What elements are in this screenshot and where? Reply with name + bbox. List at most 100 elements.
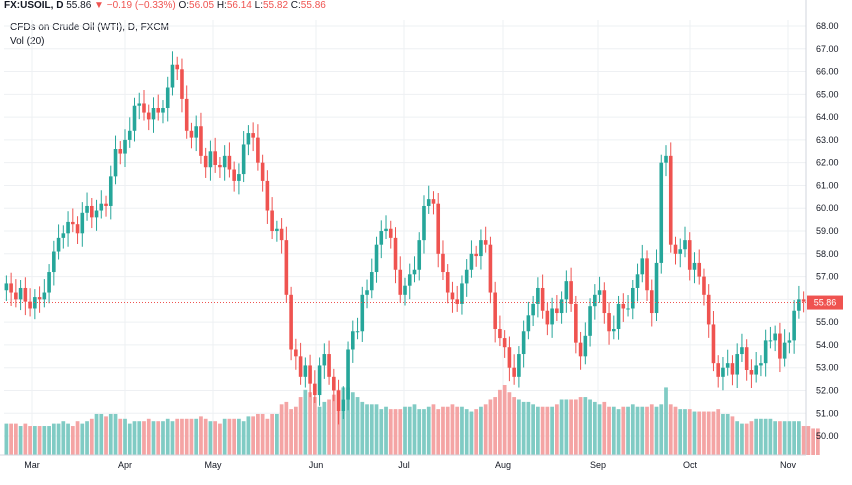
candle bbox=[588, 298, 592, 347]
volume-bar bbox=[445, 406, 450, 455]
volume-bar bbox=[99, 413, 104, 455]
candle bbox=[654, 249, 659, 322]
volume-bar bbox=[455, 406, 460, 455]
candle bbox=[668, 142, 673, 253]
price-candles bbox=[4, 51, 806, 425]
candle bbox=[526, 301, 531, 340]
volume-bar bbox=[241, 421, 246, 455]
x-tick-label: Sep bbox=[590, 460, 606, 470]
candle bbox=[289, 286, 293, 361]
candle bbox=[374, 236, 379, 283]
volume-bar bbox=[289, 409, 293, 455]
candle bbox=[118, 141, 123, 165]
candle bbox=[146, 104, 151, 131]
instrument-title[interactable]: CFDs on Crude Oil (WTI), D, FXCM bbox=[10, 22, 169, 33]
candle bbox=[692, 252, 697, 284]
candle bbox=[763, 329, 768, 377]
candle bbox=[369, 258, 374, 299]
volume-bar bbox=[56, 423, 61, 455]
y-tick-label: 61.00 bbox=[816, 180, 839, 190]
candle bbox=[578, 331, 583, 370]
candle bbox=[436, 192, 441, 268]
candle bbox=[521, 320, 526, 368]
candle bbox=[28, 288, 32, 317]
volume-bar bbox=[592, 401, 597, 455]
volume-bar bbox=[23, 423, 28, 455]
candle bbox=[123, 129, 127, 168]
y-tick-label: 51.00 bbox=[816, 408, 839, 418]
volume-bar bbox=[341, 387, 346, 455]
candle bbox=[730, 355, 735, 386]
candle bbox=[94, 199, 99, 231]
volume-bar bbox=[611, 406, 616, 455]
volume-bar bbox=[588, 399, 592, 455]
volume-bar bbox=[754, 418, 759, 455]
candle bbox=[645, 250, 649, 301]
candle bbox=[184, 85, 189, 139]
x-tick-label: Oct bbox=[683, 460, 698, 470]
volume-bar bbox=[797, 421, 801, 455]
volume-bar bbox=[436, 409, 441, 455]
candle bbox=[161, 100, 165, 124]
candle bbox=[531, 295, 535, 327]
candle bbox=[735, 343, 739, 388]
candle bbox=[75, 216, 80, 245]
volume-bar bbox=[28, 426, 32, 455]
axes: 68.00 67.00 66.00 65.00 64.00 63.00 62.00 61.00… bbox=[0, 0, 843, 470]
volume-bar bbox=[559, 399, 564, 455]
candle bbox=[384, 215, 388, 239]
volume-bar bbox=[659, 404, 664, 455]
candle bbox=[621, 293, 626, 322]
volume-bar bbox=[51, 423, 56, 455]
candle bbox=[170, 51, 175, 96]
volume-bar bbox=[649, 404, 654, 455]
volume-bar bbox=[554, 404, 559, 455]
candle bbox=[683, 226, 687, 258]
volume-bar bbox=[744, 423, 749, 455]
y-tick-label: 65.00 bbox=[816, 89, 839, 99]
volume-bar bbox=[706, 411, 711, 455]
candle bbox=[265, 170, 270, 224]
volume-bar bbox=[279, 404, 284, 455]
candle bbox=[787, 332, 792, 354]
volume-bar bbox=[393, 409, 398, 455]
volume-bar bbox=[365, 404, 369, 455]
symbol-name[interactable]: FX:USOIL, D bbox=[4, 0, 64, 11]
volume-bar bbox=[213, 421, 218, 455]
volume-indicator-label[interactable]: Vol (20) bbox=[10, 36, 45, 47]
volume-bar bbox=[692, 411, 697, 455]
candle bbox=[275, 220, 279, 242]
candle bbox=[412, 256, 417, 283]
candle bbox=[80, 202, 85, 247]
candle bbox=[346, 341, 350, 411]
x-tick-label: Jul bbox=[398, 460, 410, 470]
candle bbox=[260, 154, 265, 192]
candle bbox=[151, 97, 156, 133]
volume-bar bbox=[479, 406, 483, 455]
candle bbox=[754, 351, 758, 383]
candle bbox=[597, 276, 602, 303]
candle bbox=[308, 354, 312, 398]
volume-bar bbox=[488, 399, 493, 455]
candle bbox=[47, 264, 51, 304]
candle bbox=[612, 315, 616, 340]
candle bbox=[801, 291, 806, 313]
high-label: H: bbox=[216, 0, 227, 11]
candle bbox=[175, 56, 180, 80]
y-tick-label: 50.00 bbox=[816, 431, 839, 441]
candle bbox=[464, 259, 469, 297]
volume-bar bbox=[493, 397, 498, 455]
candle bbox=[630, 280, 635, 320]
volume-bar bbox=[626, 406, 630, 455]
y-tick-label: 67.00 bbox=[816, 44, 839, 54]
candle bbox=[156, 94, 161, 121]
volume-bar bbox=[474, 409, 479, 455]
volume-bar bbox=[740, 423, 744, 455]
volume-bar bbox=[374, 404, 379, 455]
candle bbox=[474, 245, 478, 267]
volume-bar bbox=[773, 421, 778, 455]
candle bbox=[744, 339, 749, 381]
candle bbox=[232, 161, 236, 192]
